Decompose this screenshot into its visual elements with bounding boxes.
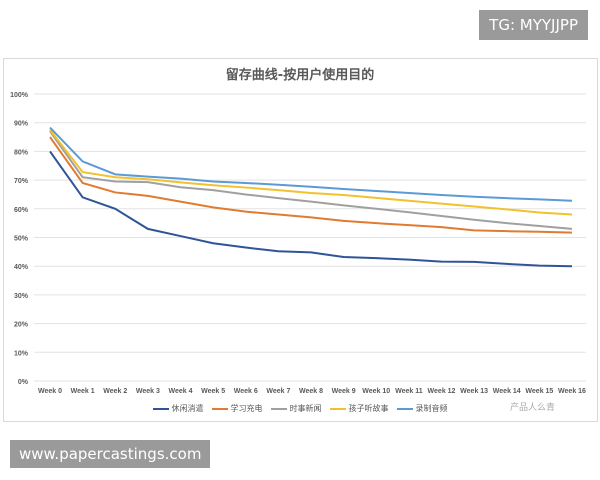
x-tick-label: Week 10 bbox=[362, 388, 390, 395]
y-tick-label: 0% bbox=[18, 379, 29, 386]
legend-label: 录制音频 bbox=[415, 404, 448, 413]
y-tick-label: 20% bbox=[14, 322, 29, 329]
x-tick-label: Week 12 bbox=[428, 388, 456, 395]
x-tick-label: Week 8 bbox=[299, 388, 323, 395]
x-tick-label: Week 1 bbox=[71, 388, 95, 395]
watermark: 产品人么青 bbox=[510, 403, 556, 413]
x-tick-label: Week 7 bbox=[266, 388, 290, 395]
legend-item: 孩子听故事 bbox=[329, 403, 389, 414]
legend-swatch bbox=[329, 407, 346, 410]
x-tick-label: Week 4 bbox=[169, 388, 193, 395]
y-tick-label: 70% bbox=[14, 178, 29, 185]
legend-swatch bbox=[152, 407, 169, 410]
legend: 休闲消遣 学习充电 时事新闻 孩子听故事 录制音频 bbox=[0, 403, 600, 414]
y-tick-label: 30% bbox=[14, 293, 29, 300]
x-tick-label: Week 2 bbox=[103, 388, 127, 395]
x-tick-label: Week 6 bbox=[234, 388, 258, 395]
x-tick-label: Week 9 bbox=[332, 388, 356, 395]
y-tick-label: 50% bbox=[14, 236, 29, 243]
series-line-2 bbox=[49, 130, 573, 230]
legend-swatch bbox=[396, 407, 413, 410]
y-tick-label: 10% bbox=[14, 350, 29, 357]
y-tick-label: 40% bbox=[14, 264, 29, 271]
legend-label: 孩子听故事 bbox=[348, 404, 389, 413]
x-tick-label: Week 13 bbox=[460, 388, 488, 395]
y-tick-label: 90% bbox=[14, 121, 29, 128]
x-tick-label: Week 0 bbox=[38, 388, 62, 395]
tg-label: TG: MYYJJPP bbox=[479, 10, 588, 40]
x-tick-label: Week 5 bbox=[201, 388, 225, 395]
y-tick-label: 100% bbox=[10, 92, 29, 99]
legend-swatch bbox=[211, 407, 228, 410]
x-tick-label: Week 14 bbox=[493, 388, 521, 395]
chart-title: 留存曲线-按用户使用目的 bbox=[225, 68, 375, 83]
y-tick-label: 60% bbox=[14, 207, 29, 214]
legend-label: 休闲消遣 bbox=[171, 404, 204, 413]
y-tick-label: 80% bbox=[14, 149, 29, 156]
series-line-3 bbox=[49, 129, 573, 216]
series-line-0 bbox=[49, 150, 573, 268]
chart-plot: 0% 10% 20% 30% 40% 50% 60% 70% 80% 90% 100% Week 0 W… bbox=[10, 92, 586, 395]
legend-label: 时事新闻 bbox=[289, 404, 322, 413]
legend-item: 录制音频 bbox=[396, 403, 448, 414]
chart-frame bbox=[3, 58, 598, 422]
legend-swatch bbox=[270, 407, 287, 410]
legend-item: 时事新闻 bbox=[270, 403, 322, 414]
x-tick-label: Week 3 bbox=[136, 388, 160, 395]
legend-item: 休闲消遣 bbox=[152, 403, 204, 414]
series-line-4 bbox=[49, 126, 573, 202]
series-line-1 bbox=[49, 136, 573, 234]
url-label: www.papercastings.com bbox=[10, 440, 211, 468]
x-tick-label: Week 11 bbox=[395, 388, 423, 395]
x-tick-label: Week 16 bbox=[558, 388, 586, 395]
x-tick-label: Week 15 bbox=[525, 388, 553, 395]
legend-item: 学习充电 bbox=[211, 403, 263, 414]
legend-label: 学习充电 bbox=[230, 404, 263, 413]
